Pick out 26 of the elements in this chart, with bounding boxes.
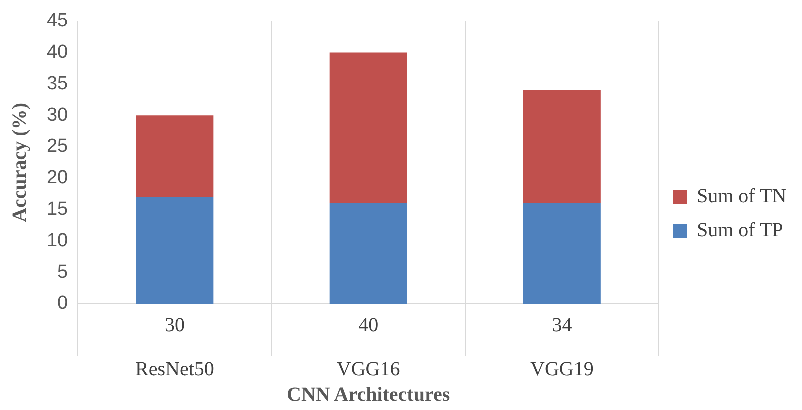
bar bbox=[136, 116, 214, 198]
bar bbox=[136, 197, 214, 304]
bar bbox=[330, 204, 408, 304]
y-tick-label: 40 bbox=[46, 42, 68, 64]
x-tick-label: VGG16 bbox=[336, 358, 400, 380]
total-label: 40 bbox=[358, 314, 379, 336]
bar bbox=[523, 90, 601, 204]
y-tick-label: 45 bbox=[46, 10, 68, 32]
y-axis-title: Accuracy (%) bbox=[9, 102, 32, 222]
x-tick-label: VGG19 bbox=[530, 358, 594, 380]
total-label: 34 bbox=[552, 314, 572, 336]
y-tick-label: 15 bbox=[46, 199, 68, 220]
y-tick-label: 10 bbox=[46, 230, 68, 252]
y-tick-label: 30 bbox=[46, 104, 68, 126]
bar bbox=[523, 204, 601, 304]
y-tick-label: 25 bbox=[46, 136, 68, 158]
y-tick-label: 20 bbox=[46, 168, 68, 189]
y-tick-label: 35 bbox=[46, 73, 68, 94]
x-tick-label: ResNet50 bbox=[136, 358, 214, 380]
bar bbox=[330, 52, 408, 204]
legend-label: Sum of TP bbox=[697, 219, 784, 242]
legend-label: Sum of TN bbox=[697, 185, 787, 208]
y-tick-label: 5 bbox=[58, 262, 68, 283]
total-label: 30 bbox=[164, 314, 185, 336]
y-tick-label: 0 bbox=[58, 293, 68, 314]
x-axis-title: CNN Architectures bbox=[287, 384, 450, 406]
